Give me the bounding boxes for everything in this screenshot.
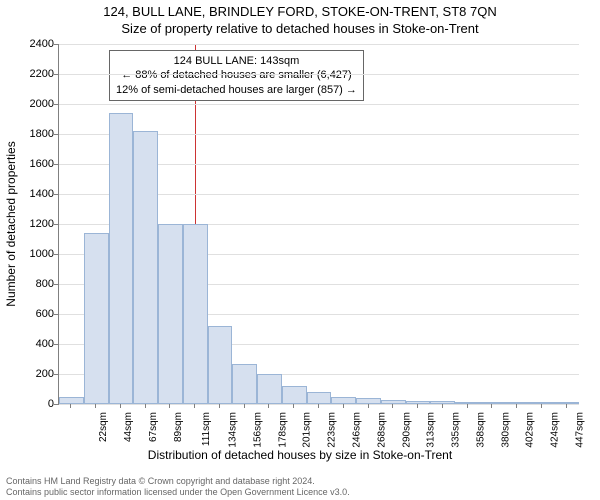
xtick-mark xyxy=(491,404,492,408)
xtick-label: 290sqm xyxy=(401,412,412,448)
histogram-bar xyxy=(282,386,307,404)
histogram-bar xyxy=(257,374,282,404)
xtick-mark xyxy=(244,404,245,408)
xtick-mark xyxy=(343,404,344,408)
ytick-label: 200 xyxy=(14,368,54,380)
xtick-mark xyxy=(219,404,220,408)
ytick-label: 600 xyxy=(14,308,54,320)
footer-line1: Contains HM Land Registry data © Crown c… xyxy=(6,476,350,487)
histogram-bar xyxy=(430,401,455,404)
xtick-label: 22sqm xyxy=(98,412,109,442)
chart-subtitle: Size of property relative to detached ho… xyxy=(0,19,600,36)
xtick-label: 268sqm xyxy=(376,412,387,448)
gridline xyxy=(59,404,579,405)
ytick-label: 2400 xyxy=(14,38,54,50)
histogram-bar xyxy=(356,398,381,404)
xtick-label: 402sqm xyxy=(525,412,536,448)
histogram-bar xyxy=(59,397,84,404)
annotation-box: 124 BULL LANE: 143sqm ← 88% of detached … xyxy=(109,50,364,101)
xtick-mark xyxy=(145,404,146,408)
chart-title-address: 124, BULL LANE, BRINDLEY FORD, STOKE-ON-… xyxy=(0,0,600,19)
xtick-label: 178sqm xyxy=(277,412,288,448)
histogram-bar xyxy=(109,113,134,404)
xtick-label: 223sqm xyxy=(327,412,338,448)
histogram-bar xyxy=(232,364,257,405)
ytick-label: 2200 xyxy=(14,68,54,80)
xtick-label: 424sqm xyxy=(550,412,561,448)
ytick-mark xyxy=(54,134,58,135)
histogram-bar xyxy=(554,402,579,404)
xtick-mark xyxy=(566,404,567,408)
ytick-mark xyxy=(54,254,58,255)
histogram-bar xyxy=(331,397,356,405)
ytick-mark xyxy=(54,344,58,345)
ytick-mark xyxy=(54,74,58,75)
xtick-label: 44sqm xyxy=(123,412,134,442)
xtick-label: 156sqm xyxy=(253,412,264,448)
xtick-label: 246sqm xyxy=(352,412,363,448)
ytick-mark xyxy=(54,284,58,285)
histogram-bar xyxy=(84,233,109,404)
xtick-label: 111sqm xyxy=(202,412,213,446)
xtick-label: 447sqm xyxy=(574,412,585,448)
histogram-bar xyxy=(307,392,332,404)
xtick-mark xyxy=(516,404,517,408)
ytick-label: 1400 xyxy=(14,188,54,200)
annotation-line2: ← 88% of detached houses are smaller (6,… xyxy=(116,68,357,82)
ytick-label: 0 xyxy=(14,398,54,410)
footer-attribution: Contains HM Land Registry data © Crown c… xyxy=(6,476,350,498)
plot-area: 124 BULL LANE: 143sqm ← 88% of detached … xyxy=(58,44,579,405)
gridline xyxy=(59,44,579,45)
x-axis-label: Distribution of detached houses by size … xyxy=(0,448,600,462)
histogram-bar xyxy=(455,402,480,404)
xtick-mark xyxy=(467,404,468,408)
ytick-mark xyxy=(54,374,58,375)
xtick-mark xyxy=(442,404,443,408)
ytick-label: 1200 xyxy=(14,218,54,230)
xtick-mark xyxy=(293,404,294,408)
xtick-label: 380sqm xyxy=(500,412,511,448)
ytick-mark xyxy=(54,164,58,165)
xtick-label: 358sqm xyxy=(475,412,486,448)
xtick-label: 89sqm xyxy=(173,412,184,442)
annotation-line3: 12% of semi-detached houses are larger (… xyxy=(116,83,357,97)
annotation-line1: 124 BULL LANE: 143sqm xyxy=(116,54,357,68)
histogram-bar xyxy=(158,224,183,404)
ytick-mark xyxy=(54,194,58,195)
ytick-mark xyxy=(54,104,58,105)
xtick-label: 67sqm xyxy=(148,412,159,442)
gridline xyxy=(59,74,579,75)
xtick-label: 313sqm xyxy=(426,412,437,448)
xtick-mark xyxy=(318,404,319,408)
ytick-label: 1000 xyxy=(14,248,54,260)
xtick-mark xyxy=(368,404,369,408)
ytick-mark xyxy=(54,224,58,225)
xtick-mark xyxy=(417,404,418,408)
xtick-label: 335sqm xyxy=(451,412,462,448)
xtick-mark xyxy=(194,404,195,408)
ytick-label: 2000 xyxy=(14,98,54,110)
ytick-mark xyxy=(54,314,58,315)
gridline xyxy=(59,104,579,105)
histogram-bar xyxy=(208,326,233,404)
histogram-bar xyxy=(529,402,554,404)
ytick-label: 1600 xyxy=(14,158,54,170)
xtick-mark xyxy=(392,404,393,408)
histogram-bar xyxy=(133,131,158,404)
ytick-mark xyxy=(54,44,58,45)
xtick-label: 134sqm xyxy=(228,412,239,448)
xtick-mark xyxy=(541,404,542,408)
ytick-label: 400 xyxy=(14,338,54,350)
ytick-label: 800 xyxy=(14,278,54,290)
xtick-mark xyxy=(120,404,121,408)
xtick-mark xyxy=(95,404,96,408)
xtick-mark xyxy=(169,404,170,408)
footer-line2: Contains public sector information licen… xyxy=(6,487,350,498)
ytick-mark xyxy=(54,404,58,405)
xtick-mark xyxy=(70,404,71,408)
xtick-label: 201sqm xyxy=(302,412,313,448)
xtick-mark xyxy=(268,404,269,408)
histogram-bar xyxy=(183,224,208,404)
ytick-label: 1800 xyxy=(14,128,54,140)
